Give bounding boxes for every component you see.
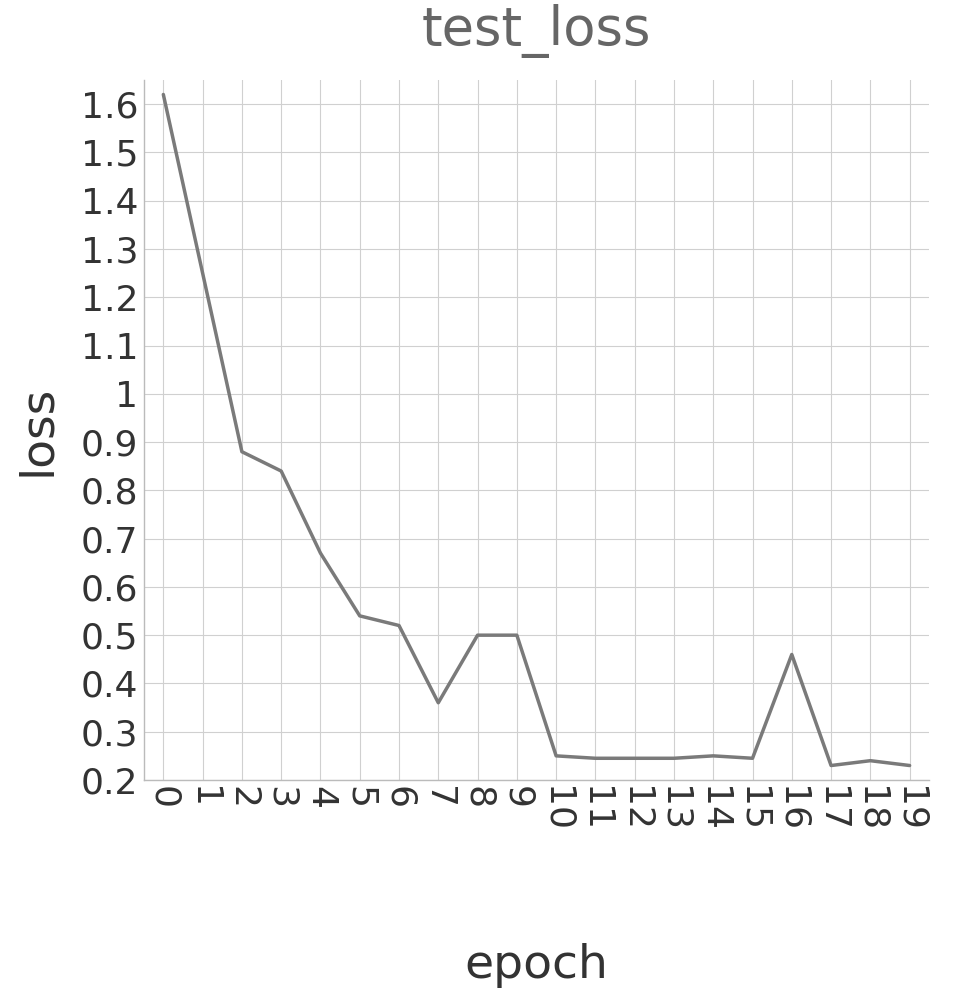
X-axis label: epoch: epoch	[465, 943, 608, 988]
Y-axis label: loss: loss	[14, 384, 59, 476]
Title: test_loss: test_loss	[422, 4, 651, 58]
